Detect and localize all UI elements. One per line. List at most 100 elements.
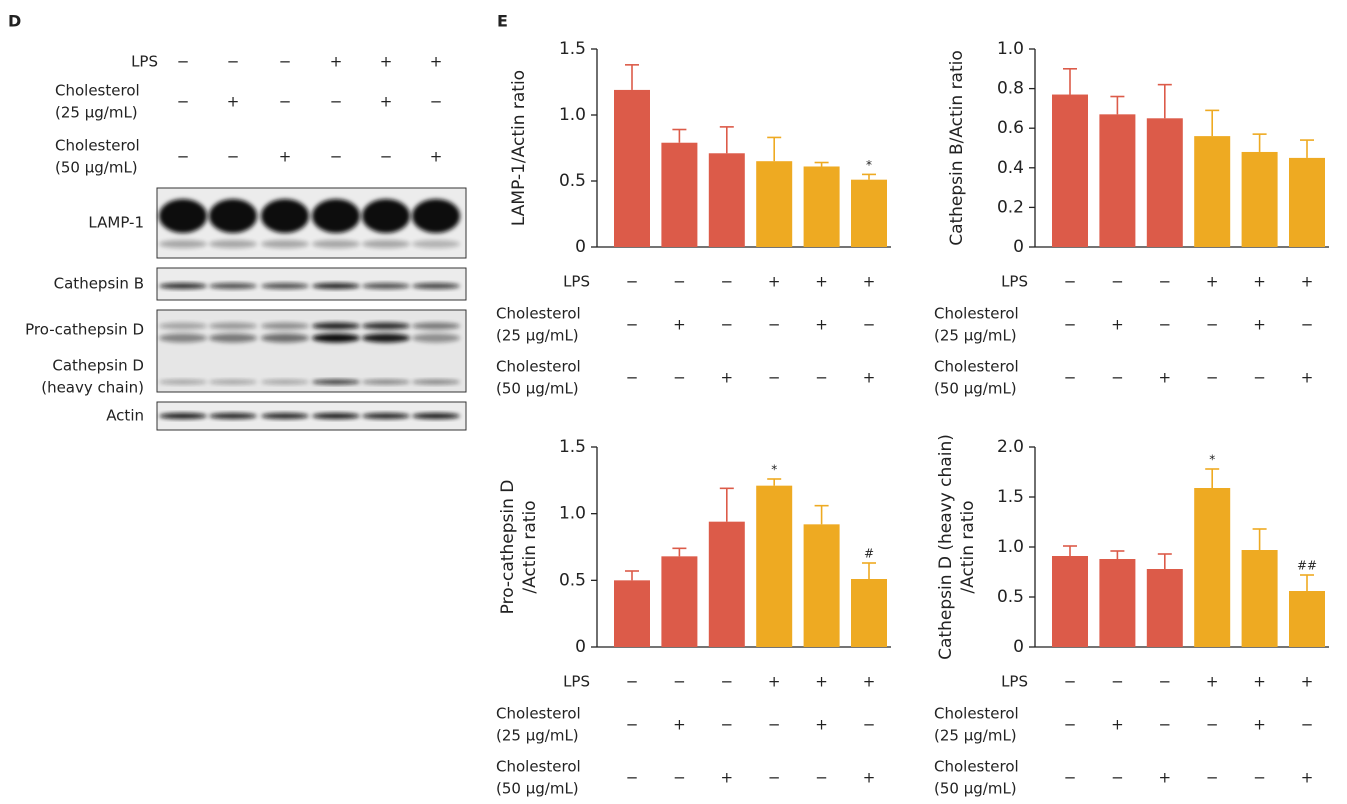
treatment-label: Cholesterol [934,705,1019,723]
treatment-sign: − [279,53,292,71]
blot-band [261,323,309,330]
blot-band [261,413,309,419]
significance-mark: * [866,158,872,172]
treatment-label: LPS [1001,273,1028,291]
treatment-label: Cholesterol [934,758,1019,776]
treatment-sign: + [1159,769,1172,787]
treatment-sign: − [626,316,639,334]
blot-label: LAMP-1 [88,214,144,232]
blot-box [157,310,466,392]
y-tick-label: 0.6 [997,118,1024,138]
treatment-sign: − [863,716,876,734]
bar [1052,95,1088,247]
y-tick-label: 0 [1013,237,1024,257]
significance-mark: ## [1297,559,1317,573]
y-axis-label: Cathepsin B/Actin ratio [947,50,967,246]
blot-band [312,334,360,343]
y-axis-label: LAMP-1/Actin ratio [509,70,529,226]
y-tick-label: 2.0 [997,437,1024,457]
treatment-sign: − [673,369,686,387]
blot-label: Pro-cathepsin D [25,321,144,339]
treatment-sign: − [673,673,686,691]
treatment-sign: − [1111,769,1124,787]
treatment-sign: + [863,673,876,691]
blot-band [209,334,257,343]
bar [851,180,887,247]
bar [1099,114,1135,247]
blot-band [312,240,360,248]
blot-band [209,413,257,419]
bar [756,161,792,247]
y-tick-label: 1.0 [559,105,586,125]
treatment-sign: − [227,148,240,166]
treatment-label: (25 µg/mL) [934,727,1017,745]
treatment-label: LPS [563,273,590,291]
blot-band [362,283,410,289]
treatment-sign: − [1064,273,1077,291]
treatment-sign: − [177,93,190,111]
bar [661,556,697,647]
bar [709,153,745,247]
blot-band [362,413,410,419]
y-tick-label: 1.0 [997,39,1024,59]
y-axis-label: Cathepsin D (heavy chain) [936,434,956,660]
treatment-sign: + [1301,273,1314,291]
blot-band [362,323,410,330]
significance-mark: * [771,463,777,477]
panel-label: E [497,12,508,31]
significance-mark: # [864,547,874,561]
treatment-sign: − [177,148,190,166]
treatment-sign: + [1253,273,1266,291]
blot-band [412,199,460,233]
y-tick-label: 1.5 [559,39,586,59]
treatment-sign: − [768,716,781,734]
treatment-sign: − [1111,273,1124,291]
treatment-sign: + [1206,273,1219,291]
treatment-sign: + [227,93,240,111]
treatment-sign: − [815,769,828,787]
treatment-sign: − [1253,369,1266,387]
y-tick-label: 0 [575,237,586,257]
treatment-sign: − [626,369,639,387]
treatment-sign: − [1064,316,1077,334]
bar [614,580,650,647]
y-tick-label: 0.5 [997,587,1024,607]
treatment-sign: + [430,148,443,166]
bar [1147,118,1183,247]
bar [804,524,840,647]
treatment-sign: + [815,673,828,691]
treatment-sign: + [673,716,686,734]
treatment-sign: + [1111,716,1124,734]
treatment-label: Cholesterol [55,82,140,100]
y-tick-label: 0.4 [997,158,1024,178]
treatment-sign: − [768,316,781,334]
treatment-sign: + [863,273,876,291]
treatment-sign: − [673,769,686,787]
treatment-sign: − [1301,316,1314,334]
blot-band [159,323,207,330]
treatment-sign: + [863,769,876,787]
bar [1194,136,1230,247]
y-tick-label: 1.0 [559,504,586,524]
treatment-sign: − [721,273,734,291]
treatment-sign: − [1206,769,1219,787]
treatment-label: (25 µg/mL) [496,727,579,745]
blot-label: (heavy chain) [41,379,144,397]
blot-band [209,240,257,248]
treatment-sign: − [279,93,292,111]
treatment-sign: + [1159,369,1172,387]
treatment-sign: + [863,369,876,387]
blot-band [412,323,460,330]
treatment-sign: − [721,673,734,691]
treatment-sign: + [673,316,686,334]
blot-band [261,334,309,343]
treatment-sign: − [1064,369,1077,387]
treatment-sign: − [1206,369,1219,387]
significance-mark: * [1209,453,1215,467]
blot-band [362,240,410,248]
treatment-label: (25 µg/mL) [934,327,1017,345]
treatment-label: LPS [1001,673,1028,691]
treatment-label: (50 µg/mL) [934,380,1017,398]
y-axis-label: /Actin ratio [520,500,540,593]
treatment-sign: − [626,673,639,691]
